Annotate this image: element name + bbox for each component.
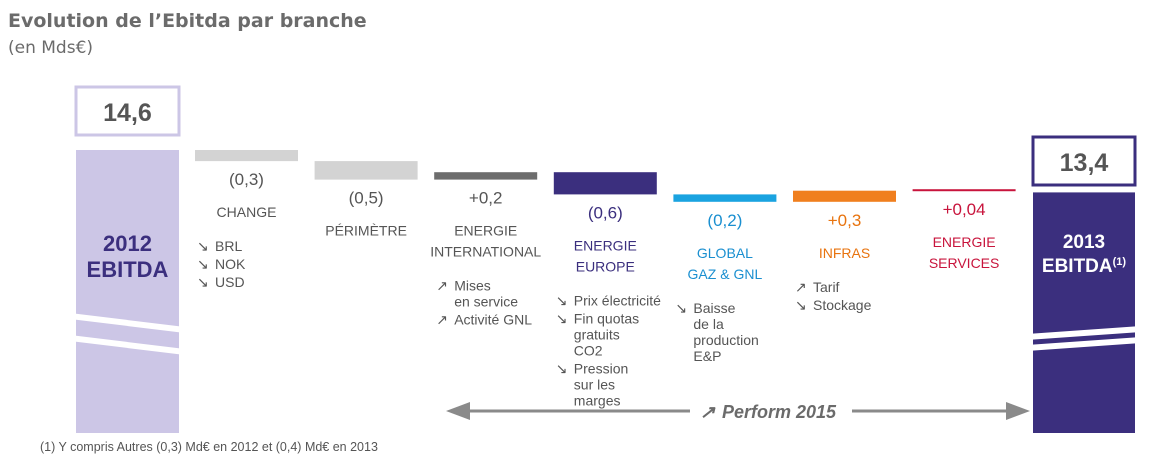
step-detail-text: Baisse [693,300,735,316]
step-value-label-infras: +0,3 [828,211,862,230]
step-bar-energie-services [912,189,1016,192]
step-category-label-energie-europe: ENERGIE [574,237,637,253]
step-detail-text: BRL [215,238,242,254]
step-bar-infras [793,190,896,202]
trend-arrow-icon: ↘ [556,360,568,376]
step-category-label-change: CHANGE [217,204,277,220]
step-detail-text: Prix électricité [574,292,661,308]
step-detail-text: gratuits [574,326,620,342]
axis-break-mark [70,335,185,355]
footnote-marker: (1) [1113,256,1127,268]
axis-break-mark [1027,326,1141,340]
trend-arrow-icon: ↘ [197,238,209,254]
step-detail-text: en service [454,294,518,310]
step-value-label-p-rim-tre: (0,5) [349,189,384,208]
trend-arrow-icon: ↗ [436,278,448,294]
axis-break-mark [70,313,185,333]
step-value-label-change: (0,3) [229,170,264,189]
trend-arrow-icon: ↘ [556,292,568,308]
trend-arrow-icon: ↗ [436,312,448,328]
chart-title: Evolution de l’Ebitda par branche [8,10,367,32]
perform-arrow-icon: ↗ [700,402,716,422]
step-detail-text: sur les [574,376,615,392]
step-value-label-energie-international: +0,2 [469,189,503,208]
step-detail-text: marges [574,392,621,408]
trend-arrow-icon: ↘ [197,256,209,272]
step-bar-energie-international [434,172,538,180]
step-category-label-energie-international: INTERNATIONAL [430,244,541,260]
step-bar-global-gaz-gnl [673,194,777,202]
step-detail-text: Pression [574,360,628,376]
end-bar [1033,192,1135,433]
step-category-label-energie-services: SERVICES [929,255,1000,271]
perform-arrow-head-right [1006,402,1030,420]
step-bar-energie-europe [553,172,657,195]
step-detail-text: Activité GNL [454,312,532,328]
start-bar [76,150,179,433]
chart-subtitle: (en Mds€) [8,38,94,58]
end-bar-label: EBITDA(1) [1042,256,1127,277]
end-bar-label: 2013 [1063,232,1105,253]
trend-arrow-icon: ↘ [795,297,807,313]
start-bar-label: EBITDA [87,257,169,282]
perform-arrow-head-left [446,402,470,420]
step-detail-text: NOK [215,256,246,272]
step-detail-text: de la [693,316,724,332]
end-value-label: 13,4 [1060,149,1109,177]
step-detail-text: Tarif [813,279,840,295]
end-value-box [1031,135,1137,187]
step-bar-change [195,150,298,162]
step-value-label-global-gaz-gnl: (0,2) [707,211,742,230]
perform-label: Perform 2015 [722,402,837,422]
step-detail-text: USD [215,274,245,290]
axis-break-mark [1027,337,1141,351]
step-detail-text: CO2 [574,342,603,358]
start-bar-label: 2012 [103,231,152,256]
start-value-box [74,85,181,137]
step-category-label-global-gaz-gnl: GAZ & GNL [688,266,763,282]
step-category-label-p-rim-tre: PÉRIMÈTRE [325,223,407,239]
start-value-label: 14,6 [103,99,152,127]
step-detail-text: Fin quotas [574,310,639,326]
footnote: (1) Y compris Autres (0,3) Md€ en 2012 e… [40,440,378,454]
step-category-label-infras: INFRAS [819,245,870,261]
step-detail-text: Stockage [813,297,872,313]
step-detail-text: E&P [693,348,721,364]
step-detail-text: Mises [454,278,491,294]
trend-arrow-icon: ↘ [556,310,568,326]
step-category-label-energie-europe: EUROPE [576,258,635,274]
step-category-label-energie-international: ENERGIE [454,223,517,239]
step-bar-p-rim-tre [314,161,418,180]
trend-arrow-icon: ↗ [795,279,807,295]
step-detail-text: production [693,332,758,348]
step-value-label-energie-services: +0,04 [943,200,986,219]
step-value-label-energie-europe: (0,6) [588,203,623,222]
trend-arrow-icon: ↘ [197,274,209,290]
step-category-label-energie-services: ENERGIE [933,234,996,250]
step-category-label-global-gaz-gnl: GLOBAL [697,245,753,261]
trend-arrow-icon: ↘ [675,300,687,316]
